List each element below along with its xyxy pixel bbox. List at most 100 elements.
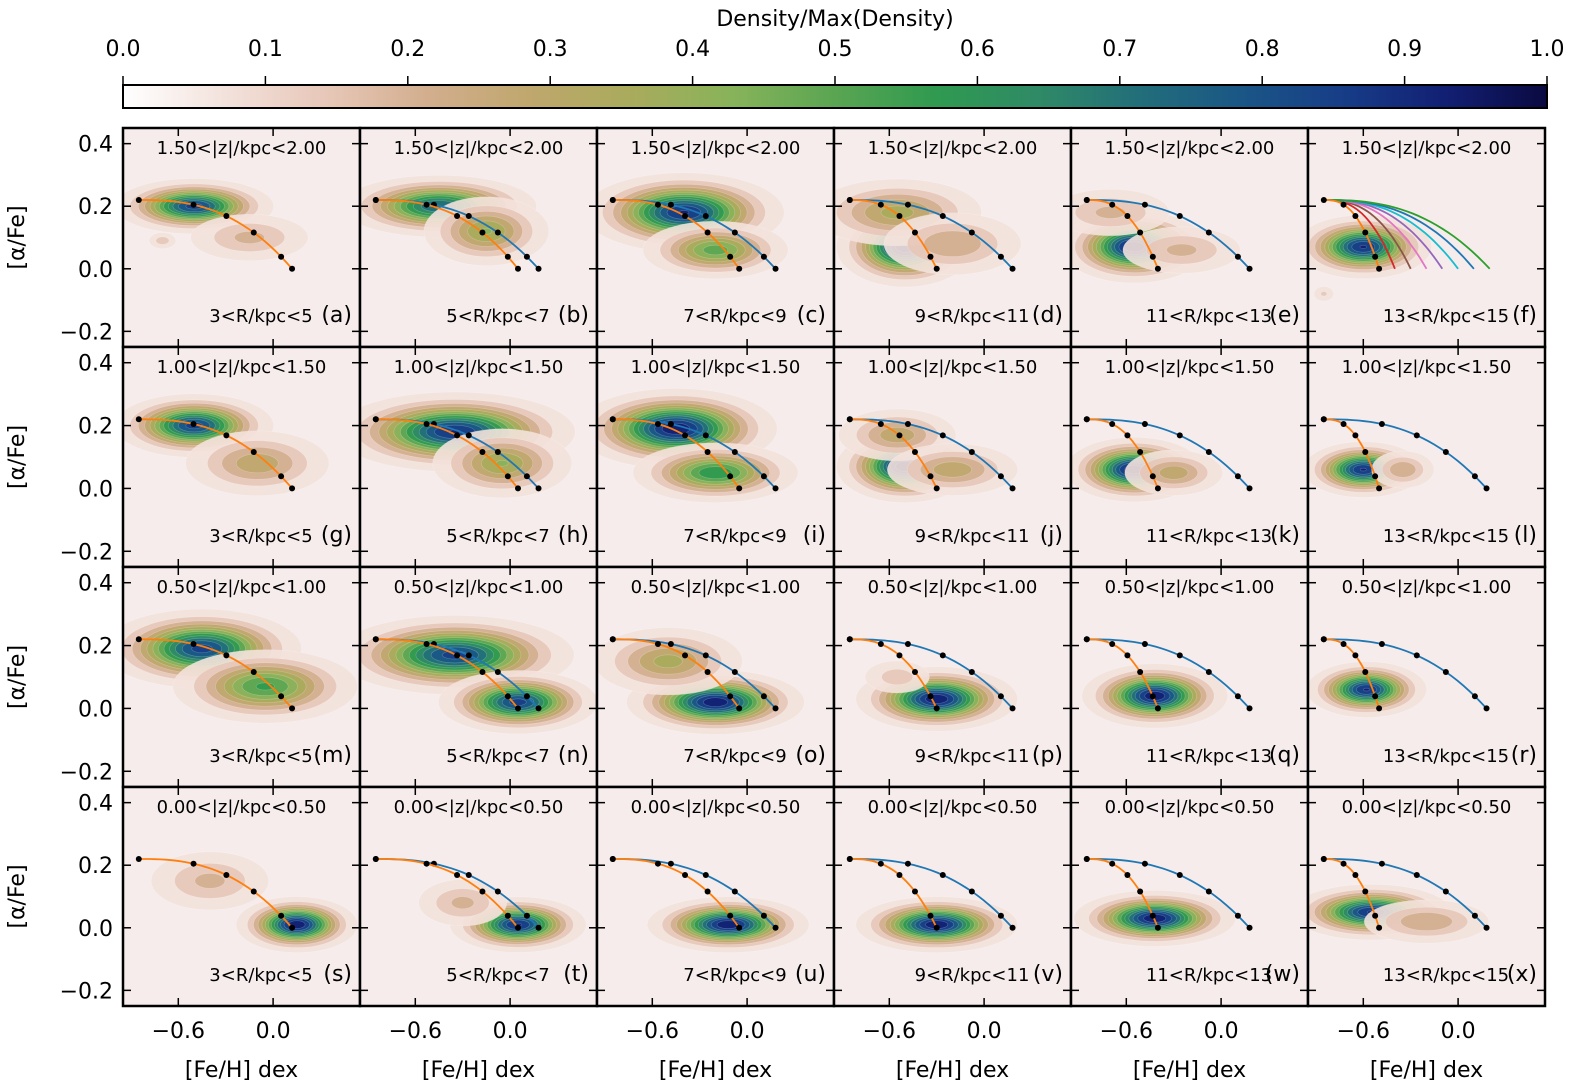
track-point [731,669,738,676]
track-point [654,860,661,867]
panel-letter: (f) [1512,303,1537,328]
track-point [727,473,734,480]
colorbar-tick-label: 0.0 [106,37,141,62]
z-range-label: 0.00<|z|/kpc<0.50 [1105,797,1275,818]
panel-l: 1.00<|z|/kpc<1.50 13<R/kpc<15 (l) [1306,345,1547,569]
orange-track [849,199,938,270]
track-point [772,705,779,712]
orange-track [375,858,519,929]
track-point [135,636,142,643]
z-range-label: 1.00<|z|/kpc<1.50 [1105,357,1275,378]
track-point [736,924,743,931]
r-range-label: 13<R/kpc<15 [1383,746,1509,767]
panel-letter: (w) [1265,962,1300,987]
x-axis-label: [Fe/H] dex [896,1058,1009,1083]
track-point [896,872,903,879]
track-point [465,432,472,439]
track-point [1483,924,1490,931]
track-point [515,705,521,712]
track-point [702,213,709,220]
track-point [1362,449,1369,456]
y-tick-label: 0.0 [78,477,113,502]
track-point [997,253,1004,260]
y-tick-label: −0.2 [60,540,113,565]
x-axis-label: [Fe/H] dex [185,1058,298,1083]
track-point [682,213,689,220]
track-point [515,485,521,492]
orange-track [1086,638,1159,709]
track-point [1009,485,1016,492]
colorbar-label: Density/Max(Density) [716,7,953,32]
x-tick-label: −0.6 [389,1019,442,1044]
track-point [423,860,430,867]
track-point [535,705,542,712]
track-point [1137,888,1144,895]
track-point [846,416,853,423]
track-point [1442,888,1449,895]
colorbar: Density/Max(Density) 0.0 0.1 0.2 0.3 0.4 0.5 0… [106,7,1565,109]
density-contours [835,408,1018,503]
panel-f: 1.50<|z|/kpc<2.00 13<R/kpc<15 (f) [1306,126,1547,349]
track-point [1376,924,1383,931]
track-point [1471,693,1478,700]
panel-letter: (h) [558,523,589,548]
track-point [1009,924,1016,931]
orange-track [138,418,293,489]
track-point [1234,693,1241,700]
track-point [423,421,430,428]
panel-letter: (p) [1032,743,1063,768]
x-axis-label: [Fe/H] dex [422,1058,535,1083]
z-range-label: 1.50<|z|/kpc<2.00 [1342,138,1512,159]
track-point [1083,196,1090,203]
track-point [933,705,940,712]
track-point [223,213,230,220]
track-point [927,473,934,480]
track-point [1483,705,1490,712]
orange-track [1323,858,1380,929]
track-point [372,855,379,862]
blue-track [849,858,1014,929]
density-contours [123,178,309,272]
track-point [731,449,738,456]
orange-track [375,638,519,709]
colorbar-tick-label: 0.6 [960,37,995,62]
track-point [1109,421,1116,428]
orange-track [138,858,293,929]
density-contours [597,627,805,735]
track-point [846,636,853,643]
y-tick-label: 0.4 [78,792,113,817]
x-axis-label: [Fe/H] dex [1133,1058,1246,1083]
track-point [454,652,461,659]
z-range-label: 1.00<|z|/kpc<1.50 [631,357,801,378]
panel-letter: (l) [1514,523,1537,548]
track-point [911,229,918,236]
y-tick-label: −0.2 [60,320,113,345]
track-point [135,196,142,203]
track-point [494,229,501,236]
panel-e: 1.50<|z|/kpc<2.00 11<R/kpc<13(e) [1069,126,1310,349]
track-point [372,416,379,423]
track-point [933,265,940,272]
z-range-label: 0.00<|z|/kpc<0.50 [394,797,564,818]
track-point [1246,265,1253,272]
z-range-label: 1.50<|z|/kpc<2.00 [868,138,1038,159]
r-range-label: 11<R/kpc<13 [1146,746,1272,767]
density-contours [360,391,576,499]
panel-h: 1.00<|z|/kpc<1.50 5<R/kpc<7 (h) [358,345,599,569]
x-tick-label: 0.0 [730,1019,765,1044]
orange-track [612,199,740,270]
track-point [1246,485,1253,492]
track-point [1176,213,1183,220]
track-point [727,912,734,919]
track-point [731,888,738,895]
track-point [372,636,379,643]
panel-o: 0.50<|z|/kpc<1.00 7<R/kpc<9 (o) [595,565,836,789]
track-point [372,196,379,203]
y-tick-label: 0.0 [78,917,113,942]
contour-level [1359,244,1368,249]
track-point [609,196,616,203]
track-point [877,641,884,648]
panel-w: 0.00<|z|/kpc<0.50 11<R/kpc<13(w) −0.6 0.0 [F… [1069,785,1310,1083]
density-contours [1308,636,1490,718]
